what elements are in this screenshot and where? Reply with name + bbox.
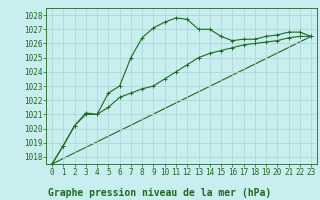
Text: Graphe pression niveau de la mer (hPa): Graphe pression niveau de la mer (hPa) xyxy=(48,188,272,198)
